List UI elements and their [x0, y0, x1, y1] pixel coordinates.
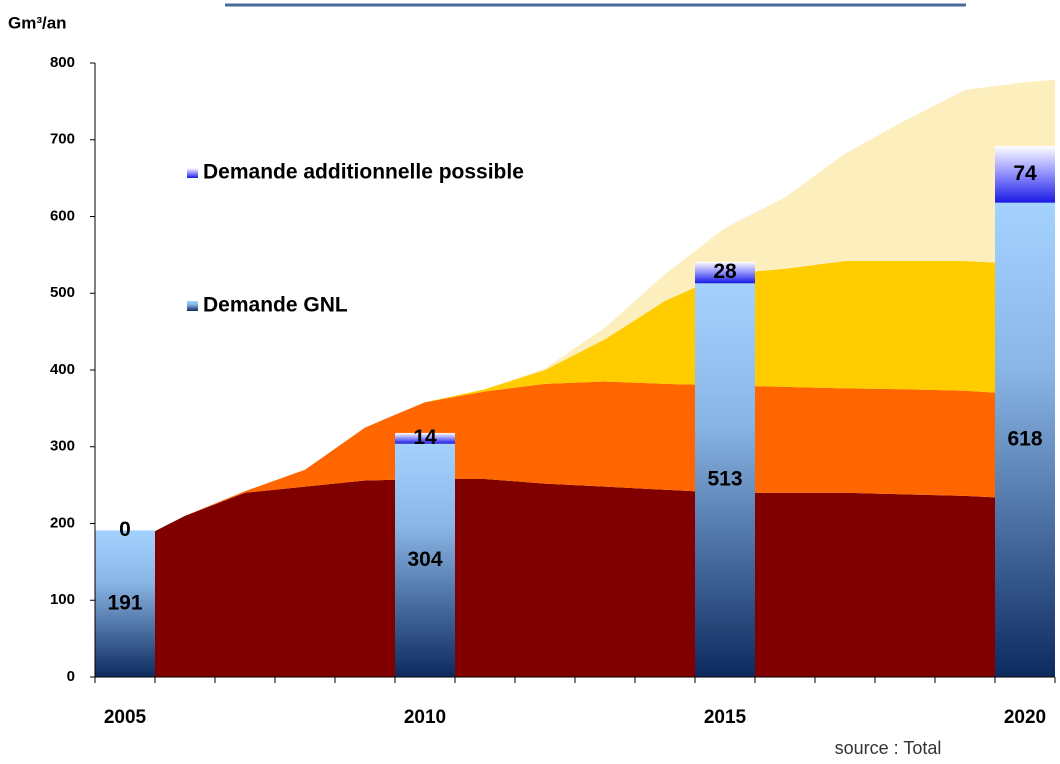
value-label: 74 [1013, 162, 1037, 185]
bar [995, 202, 1055, 677]
y-tick-label: 600 [50, 207, 75, 224]
value-label: 0 [119, 518, 131, 541]
source: source : Total [835, 738, 942, 758]
y-axis-label: Gm³/an [8, 13, 67, 32]
legend-swatch [187, 301, 198, 311]
value-label: 304 [407, 548, 442, 571]
y-tick-label: 800 [50, 54, 75, 71]
y-tick-label: 300 [50, 438, 75, 455]
value-label: 14 [413, 426, 437, 449]
y-tick-label: 700 [50, 131, 75, 148]
plot: 0 100 200 300 400 500 600 700 800 2005 2010 2015 202… [50, 54, 1056, 728]
x-tick-label: 2010 [404, 707, 446, 728]
bar [995, 145, 1055, 203]
value-label: 618 [1007, 427, 1042, 450]
y-tick-label: 100 [50, 591, 75, 608]
legend-label: Demande additionnelle possible [203, 161, 524, 184]
area [155, 79, 1055, 532]
y-tick-label: 400 [50, 361, 75, 378]
x-tick-label: 2020 [1004, 707, 1046, 728]
bar [395, 443, 455, 677]
value-label: 28 [713, 260, 737, 283]
y-tick-label: 200 [50, 514, 75, 531]
value-label: 513 [707, 468, 742, 491]
y-tick-label: 0 [67, 668, 75, 685]
bar [695, 261, 755, 284]
legend-label: Demande GNL [203, 294, 348, 317]
value-label: 191 [107, 591, 142, 614]
area [155, 261, 1055, 532]
bar [395, 432, 455, 444]
x-tick-label: 2015 [704, 707, 747, 728]
bar [695, 283, 755, 677]
y-tick-label: 500 [50, 284, 75, 301]
bar [95, 530, 155, 677]
area [155, 381, 1055, 532]
legend-swatch [187, 168, 198, 178]
area [155, 478, 1055, 677]
x-tick-label: 2005 [104, 707, 147, 728]
